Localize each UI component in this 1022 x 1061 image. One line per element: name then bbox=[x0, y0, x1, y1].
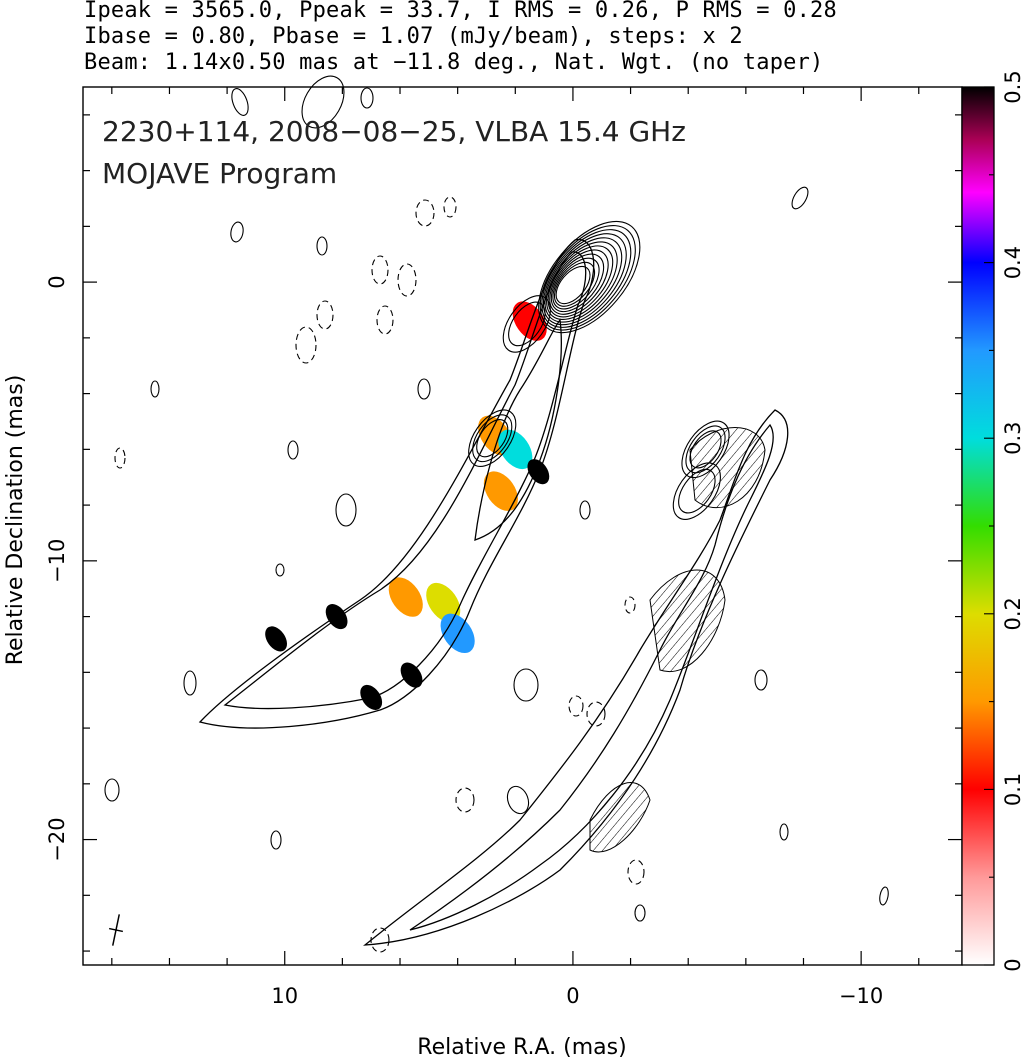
negative-contour bbox=[114, 447, 126, 469]
header-base-line: Ibase = 0.80, Pbase = 1.07 (mJy/beam), s… bbox=[84, 24, 743, 49]
polarization-patch bbox=[265, 626, 287, 652]
plot-frame bbox=[82, 86, 963, 966]
negative-contour bbox=[376, 305, 394, 335]
polarization-patch bbox=[325, 604, 348, 630]
core-contour bbox=[542, 233, 627, 326]
jet-contour bbox=[474, 318, 562, 541]
contour-island bbox=[417, 378, 431, 400]
negative-contour-layer bbox=[114, 196, 645, 953]
contour-island bbox=[513, 668, 539, 702]
contour-island bbox=[104, 778, 120, 802]
colorbar-tick-label: 0.2 bbox=[1001, 597, 1022, 630]
negative-contour bbox=[415, 199, 435, 227]
negative-contour bbox=[370, 927, 390, 953]
core-contour bbox=[553, 261, 596, 307]
contour-island bbox=[634, 904, 646, 922]
contour-island bbox=[791, 186, 809, 210]
contour-island bbox=[360, 87, 374, 109]
negative-contour bbox=[624, 596, 636, 614]
contour-island bbox=[301, 75, 345, 129]
component-contour bbox=[476, 419, 509, 458]
core-contour bbox=[538, 220, 641, 334]
jet-contour bbox=[409, 423, 774, 931]
core-contour bbox=[555, 265, 591, 305]
contour-island bbox=[754, 669, 768, 691]
core-contour bbox=[547, 245, 614, 318]
hatched-region bbox=[589, 782, 651, 853]
negative-contour bbox=[397, 263, 417, 297]
contour-island bbox=[287, 440, 299, 460]
contour-island bbox=[270, 830, 282, 850]
hatched-region bbox=[689, 427, 766, 509]
polarization-patch bbox=[388, 577, 423, 617]
component-contour bbox=[468, 409, 517, 467]
component-contour bbox=[502, 295, 551, 353]
contour-island bbox=[231, 88, 249, 116]
header-beam-line: Beam: 1.14x0.50 mas at −11.8 deg., Nat. … bbox=[84, 50, 824, 75]
core-contour bbox=[550, 253, 605, 313]
polarization-patch bbox=[483, 471, 518, 511]
negative-contour bbox=[627, 859, 645, 885]
y-tick-label: 0 bbox=[45, 275, 69, 288]
polarization-layer bbox=[265, 301, 550, 710]
contour-island bbox=[150, 380, 160, 398]
contour-island bbox=[779, 823, 789, 841]
core-contour bbox=[539, 224, 636, 331]
contour-island bbox=[506, 785, 530, 815]
polarization-patch bbox=[498, 429, 533, 470]
x-tick-label: −10 bbox=[839, 984, 883, 1008]
axes-layer: 10 0 −10 0 −10 −20 0 0.1 0.2 0.3 0.4 0.5 bbox=[45, 70, 1022, 1008]
header-peak-line: Ipeak = 3565.0, Ppeak = 33.7, I RMS = 0.… bbox=[84, 0, 837, 23]
y-tick-label: −20 bbox=[45, 817, 69, 861]
polarization-patch bbox=[440, 613, 475, 654]
contour-island bbox=[316, 236, 328, 256]
y-tick-label: −10 bbox=[45, 539, 69, 583]
component-contour bbox=[472, 414, 513, 463]
negative-contour bbox=[316, 300, 334, 330]
colorbar-tick-label: 0.5 bbox=[1001, 70, 1022, 103]
contour-island bbox=[879, 886, 889, 906]
negative-contour bbox=[568, 695, 584, 717]
negative-contour bbox=[371, 255, 389, 285]
beam-minor-axis bbox=[108, 927, 124, 933]
core-contour bbox=[546, 241, 618, 321]
core-contour bbox=[544, 237, 623, 323]
negative-contour bbox=[455, 787, 475, 813]
core-contour bbox=[541, 229, 632, 328]
contour-layer bbox=[104, 75, 889, 946]
plot-annotation-source: 2230+114, 2008−08−25, VLBA 15.4 GHz bbox=[102, 115, 686, 148]
colorbar-tick-label: 0 bbox=[1001, 958, 1022, 971]
colorbar-tick-label: 0.4 bbox=[1001, 246, 1022, 279]
contour-island bbox=[579, 500, 591, 520]
plot-annotation-program: MOJAVE Program bbox=[102, 157, 337, 190]
colorbar-tick-label: 0.1 bbox=[1001, 773, 1022, 806]
jet-contour bbox=[198, 239, 595, 729]
hatched-region bbox=[649, 569, 726, 672]
core-contour bbox=[549, 249, 609, 315]
colorbar-tick-label: 0.3 bbox=[1001, 421, 1022, 454]
contour-island bbox=[183, 670, 197, 696]
negative-contour bbox=[586, 701, 606, 727]
core-contour bbox=[552, 257, 600, 310]
contour-island bbox=[275, 563, 285, 577]
x-tick-label: 0 bbox=[566, 984, 579, 1008]
x-tick-label: 10 bbox=[271, 984, 298, 1008]
polarization-patch bbox=[400, 662, 423, 688]
jet-contour bbox=[363, 409, 789, 946]
x-axis-label: Relative R.A. (mas) bbox=[417, 1035, 626, 1060]
component-contour bbox=[508, 301, 546, 347]
negative-contour bbox=[295, 326, 317, 364]
negative-contour bbox=[443, 196, 457, 218]
y-axis-label: Relative Declination (mas) bbox=[3, 375, 28, 666]
polarization-patch bbox=[426, 582, 461, 623]
contour-island bbox=[230, 221, 244, 243]
jet-contour bbox=[223, 251, 587, 710]
contour-island bbox=[335, 493, 357, 527]
